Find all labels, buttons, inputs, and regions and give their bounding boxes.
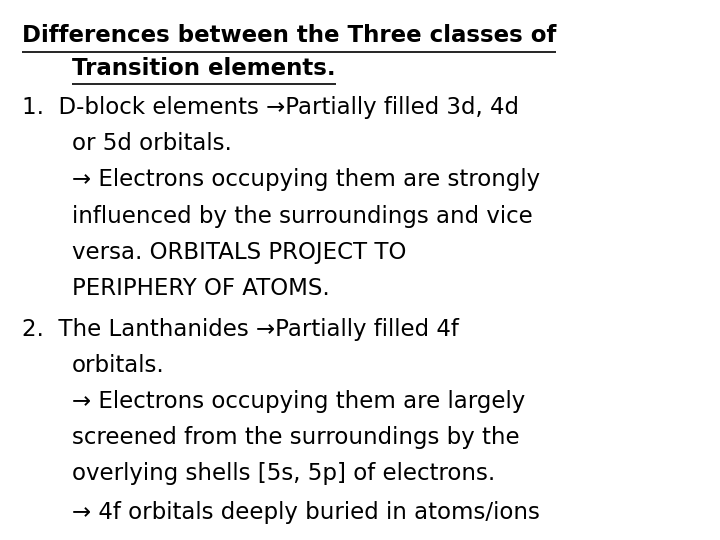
Text: orbitals.: orbitals. <box>72 354 165 377</box>
Text: → 4f orbitals deeply buried in atoms/ions: → 4f orbitals deeply buried in atoms/ion… <box>72 501 540 524</box>
Text: or 5d orbitals.: or 5d orbitals. <box>72 132 232 156</box>
Text: → Electrons occupying them are strongly: → Electrons occupying them are strongly <box>72 168 540 192</box>
Text: influenced by the surroundings and vice: influenced by the surroundings and vice <box>72 205 533 228</box>
Text: → Electrons occupying them are largely: → Electrons occupying them are largely <box>72 390 526 413</box>
Text: Differences between the Three classes of: Differences between the Three classes of <box>22 24 556 48</box>
Text: versa. ORBITALS PROJECT TO: versa. ORBITALS PROJECT TO <box>72 241 406 264</box>
Text: overlying shells [5s, 5p] of electrons.: overlying shells [5s, 5p] of electrons. <box>72 462 495 485</box>
Text: screened from the surroundings by the: screened from the surroundings by the <box>72 426 520 449</box>
Text: 2.  The Lanthanides →Partially filled 4f: 2. The Lanthanides →Partially filled 4f <box>22 318 459 341</box>
Text: 1.  D-block elements →Partially filled 3d, 4d: 1. D-block elements →Partially filled 3d… <box>22 96 518 119</box>
Text: PERIPHERY OF ATOMS.: PERIPHERY OF ATOMS. <box>72 277 330 300</box>
Text: Transition elements.: Transition elements. <box>72 57 336 80</box>
